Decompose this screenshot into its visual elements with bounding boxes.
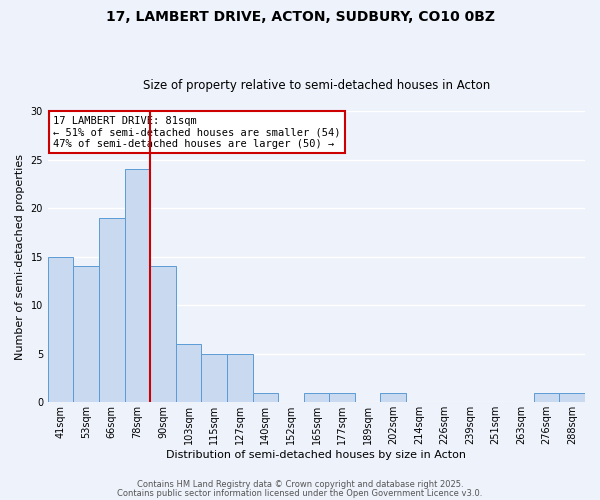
Bar (304, 392, 329, 402)
Bar (227, 354, 253, 403)
Text: 17, LAMBERT DRIVE, ACTON, SUDBURY, CO10 0BZ: 17, LAMBERT DRIVE, ACTON, SUDBURY, CO10 … (106, 10, 494, 24)
Bar (380, 392, 406, 402)
Bar (329, 392, 355, 402)
Bar (534, 392, 559, 402)
Bar (150, 266, 176, 402)
Bar (125, 170, 150, 402)
Bar (73, 266, 99, 402)
Text: Contains HM Land Registry data © Crown copyright and database right 2025.: Contains HM Land Registry data © Crown c… (137, 480, 463, 489)
Bar (253, 392, 278, 402)
Bar (48, 257, 73, 402)
Y-axis label: Number of semi-detached properties: Number of semi-detached properties (15, 154, 25, 360)
Bar (559, 392, 585, 402)
Bar (202, 354, 227, 403)
X-axis label: Distribution of semi-detached houses by size in Acton: Distribution of semi-detached houses by … (166, 450, 466, 460)
Title: Size of property relative to semi-detached houses in Acton: Size of property relative to semi-detach… (143, 79, 490, 92)
Text: 17 LAMBERT DRIVE: 81sqm
← 51% of semi-detached houses are smaller (54)
47% of se: 17 LAMBERT DRIVE: 81sqm ← 51% of semi-de… (53, 116, 341, 149)
Text: Contains public sector information licensed under the Open Government Licence v3: Contains public sector information licen… (118, 488, 482, 498)
Bar (176, 344, 202, 403)
Bar (99, 218, 125, 402)
